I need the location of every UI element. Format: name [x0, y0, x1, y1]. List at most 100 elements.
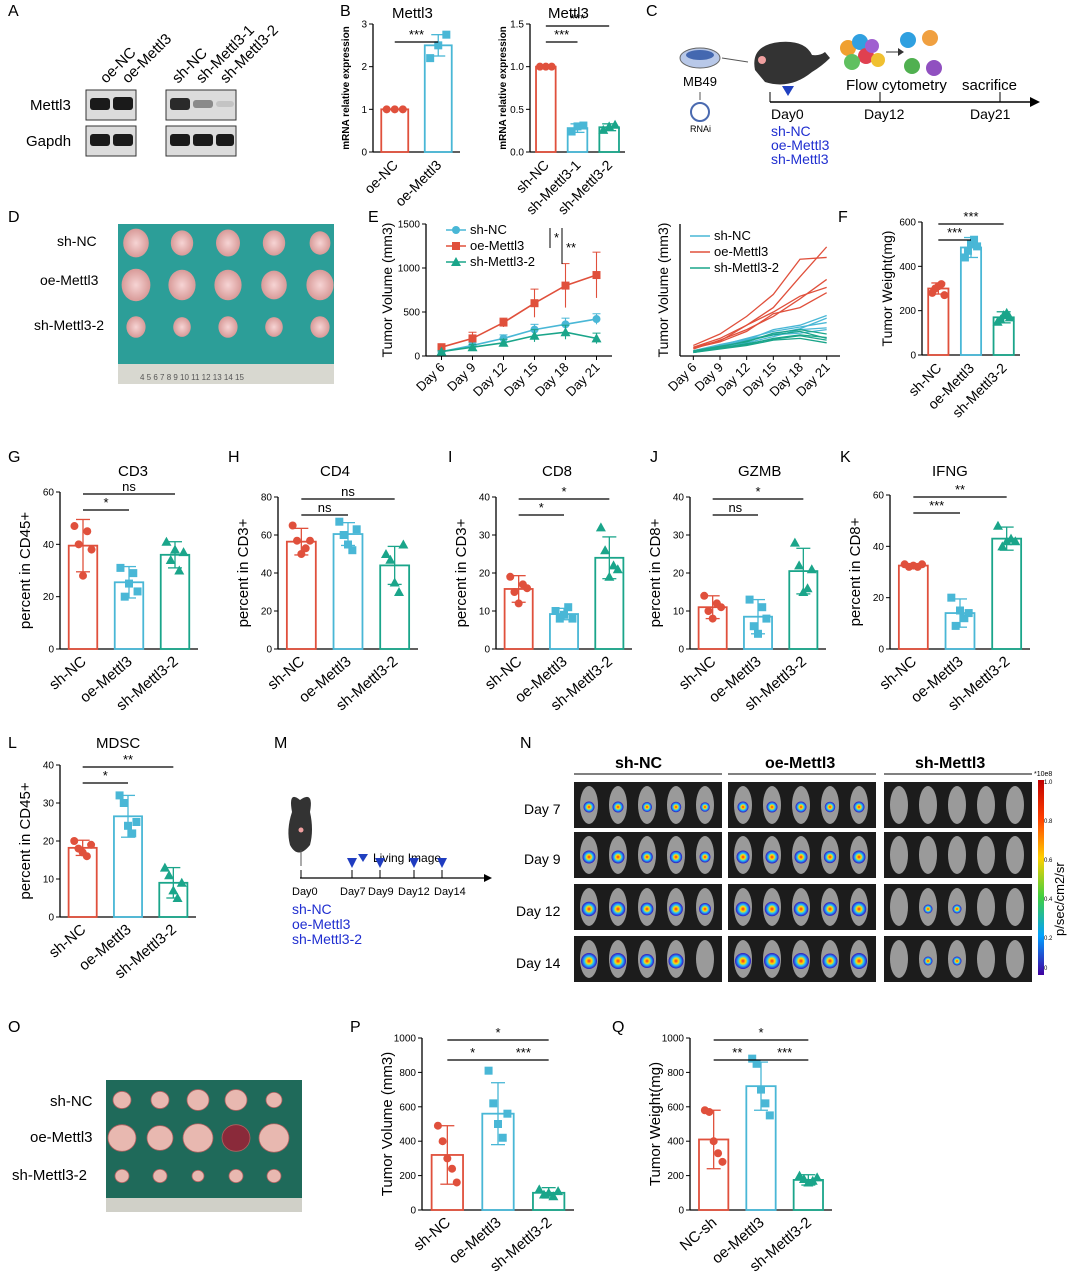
significance-label: ns [122, 479, 136, 494]
data-point [297, 550, 306, 558]
bar [380, 108, 410, 153]
mouse-top-view-icon [288, 796, 312, 853]
x-tick-label: oe-NC [361, 157, 401, 197]
y-tick-label: 40 [43, 761, 55, 772]
bioluminescence-signal [952, 956, 962, 966]
y-tick-label: 2 [361, 62, 367, 73]
significance-label: *** [963, 209, 978, 224]
mouse-silhouette [948, 836, 966, 874]
y-axis-label: Tumor Weight(mg) [647, 1062, 664, 1186]
tumor-specimen [112, 1091, 132, 1109]
panel-letter-o: O [8, 1019, 20, 1036]
panel-letter-k: K [840, 449, 851, 466]
data-point [120, 592, 129, 601]
legend-marker [452, 226, 460, 234]
y-axis-label: percent in CD8+ [847, 517, 864, 626]
data-point [438, 1137, 447, 1146]
chart-title: IFNG [932, 463, 968, 480]
y-tick-label: 600 [667, 1102, 684, 1113]
timeline-day21: Day21 [970, 106, 1011, 122]
data-point [765, 1111, 774, 1120]
chart-title: Mettl3 [548, 5, 589, 22]
data-point [510, 588, 519, 596]
m-group-sh-mettl3-2: sh-Mettl3-2 [292, 931, 362, 947]
data-point [352, 525, 361, 534]
data-point [125, 579, 133, 588]
y-tick-label: 20 [43, 837, 55, 848]
data-point [604, 571, 615, 581]
m-group-oe-mettl3: oe-Mettl3 [292, 916, 351, 932]
bioluminescence-signal [611, 850, 625, 864]
tumor-photo-o: sh-NC oe-Mettl3 sh-Mettl3-2 [12, 1080, 302, 1212]
significance-label: ** [123, 752, 133, 767]
y-tick-label: 0.0 [510, 148, 524, 159]
significance-label: * [495, 1025, 500, 1040]
y-tick-label: 10 [479, 607, 491, 618]
data-point [382, 105, 391, 114]
tumor-specimen [216, 229, 240, 257]
data-point [87, 840, 96, 849]
significance-label: ns [728, 500, 742, 515]
significance-label: *** [929, 498, 944, 513]
mouse-silhouette [948, 786, 966, 824]
bioluminescence-signal [794, 850, 808, 864]
tumor-row-sh-mettl3-2: sh-Mettl3-2 [34, 317, 104, 333]
tumor-row-oe-mettl3: oe-Mettl3 [40, 272, 99, 288]
panel-letter-l: L [8, 735, 17, 752]
rnai-plasmid-icon [690, 102, 710, 122]
data-point [553, 1186, 564, 1196]
data-point [499, 318, 508, 327]
data-point [484, 1066, 493, 1075]
chart-title: CD4 [320, 463, 350, 480]
panel-letter-n: N [520, 735, 532, 752]
data-point [506, 572, 515, 581]
y-tick-label: 20 [43, 592, 55, 603]
y-tick-label: 0 [361, 148, 367, 159]
y-axis-label: Tumor Volume (mm3) [379, 1052, 396, 1196]
bar [991, 537, 1023, 650]
tumor-specimen [266, 1168, 282, 1184]
panel-letter-m: M [274, 735, 287, 752]
tumor-specimen [170, 230, 194, 256]
tumor-specimen [221, 1124, 251, 1152]
series-line [441, 318, 597, 353]
data-point [448, 1164, 457, 1173]
tumor-specimen [306, 269, 334, 301]
data-point [292, 536, 301, 545]
data-point [918, 560, 927, 569]
mouse-silhouette [977, 940, 995, 978]
group-sh-mettl3: sh-Mettl3 [771, 151, 829, 167]
data-point [529, 330, 540, 340]
data-point [87, 545, 96, 554]
mouse-silhouette [919, 836, 937, 874]
mouse-icon [754, 41, 830, 85]
y-tick-label: 0 [414, 352, 420, 363]
data-point [700, 591, 709, 600]
data-point [560, 610, 568, 619]
colorbar-tick-04: 0.4 [1044, 897, 1053, 903]
bioluminescence-signal [793, 901, 809, 917]
bioluminescence-signal [612, 801, 624, 813]
sacrifice-label: sacrifice [962, 77, 1017, 94]
data-point [964, 609, 973, 618]
blot-row-label-mettl3: Mettl3 [30, 97, 71, 114]
bioluminescence-signal [952, 904, 962, 914]
data-point [610, 119, 621, 129]
group-oe-mettl3: oe-Mettl3 [771, 137, 830, 153]
data-point [301, 544, 310, 553]
tumor-specimen [152, 1168, 168, 1184]
n-group-oe-mettl3: oe-Mettl3 [765, 755, 835, 772]
x-tick-label: Day 18 [532, 360, 572, 400]
living-image-label: Living Image [373, 851, 441, 865]
tumor-specimen [150, 1091, 170, 1109]
chart-title: MDSC [96, 735, 140, 752]
data-point [568, 614, 577, 623]
y-axis-label: percent in CD3+ [235, 518, 252, 627]
mouse-silhouette [977, 836, 995, 874]
data-point [129, 569, 138, 578]
y-tick-label: 40 [43, 540, 55, 551]
y-tick-label: 0 [678, 1206, 684, 1217]
